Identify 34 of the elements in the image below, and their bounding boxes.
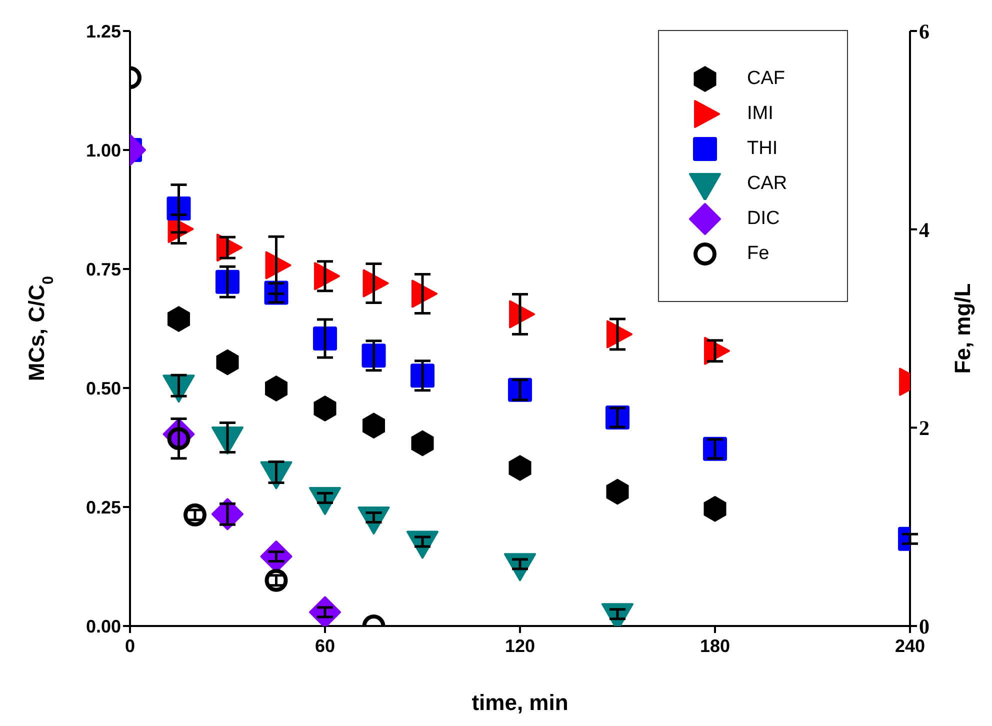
point	[508, 454, 532, 481]
y-tick-label: 0.00	[86, 616, 121, 636]
legend-label: Fe	[747, 242, 770, 264]
point	[264, 568, 288, 592]
point	[314, 395, 336, 422]
x-axis-title: time, min	[472, 690, 568, 715]
point	[264, 375, 288, 402]
legend-label: THI	[747, 138, 778, 160]
y-tick-label: 1.00	[86, 140, 121, 160]
x-tick-label: 120	[504, 636, 536, 656]
x-tick-label: 60	[314, 636, 336, 656]
point	[167, 306, 190, 332]
y-tick-label: 0.50	[86, 378, 121, 398]
x-tick-label: 180	[700, 636, 730, 656]
y-tick-label: 0.75	[86, 259, 121, 280]
point	[704, 496, 726, 522]
x-tick-label: 240	[894, 636, 926, 656]
y2-tick-label: 6	[919, 19, 930, 44]
y2-tick-label: 0	[919, 614, 930, 638]
y2-tick-label: 4	[919, 218, 930, 242]
legend-label: CAF	[747, 68, 785, 90]
point	[606, 478, 629, 505]
point	[362, 412, 386, 439]
x-tick-label: 0	[124, 636, 136, 656]
point	[216, 349, 239, 376]
y-tick-label: 1.25	[86, 21, 121, 42]
y-tick-label: 0.25	[86, 497, 121, 518]
y2-axis-title: Fe, mg/L	[950, 283, 975, 374]
legend-label: DIC	[747, 208, 780, 230]
legend-label: CAR	[747, 172, 788, 194]
y2-tick-label: 2	[919, 416, 930, 440]
point	[184, 503, 206, 526]
point	[411, 430, 434, 456]
legend-label: IMI	[747, 102, 774, 124]
